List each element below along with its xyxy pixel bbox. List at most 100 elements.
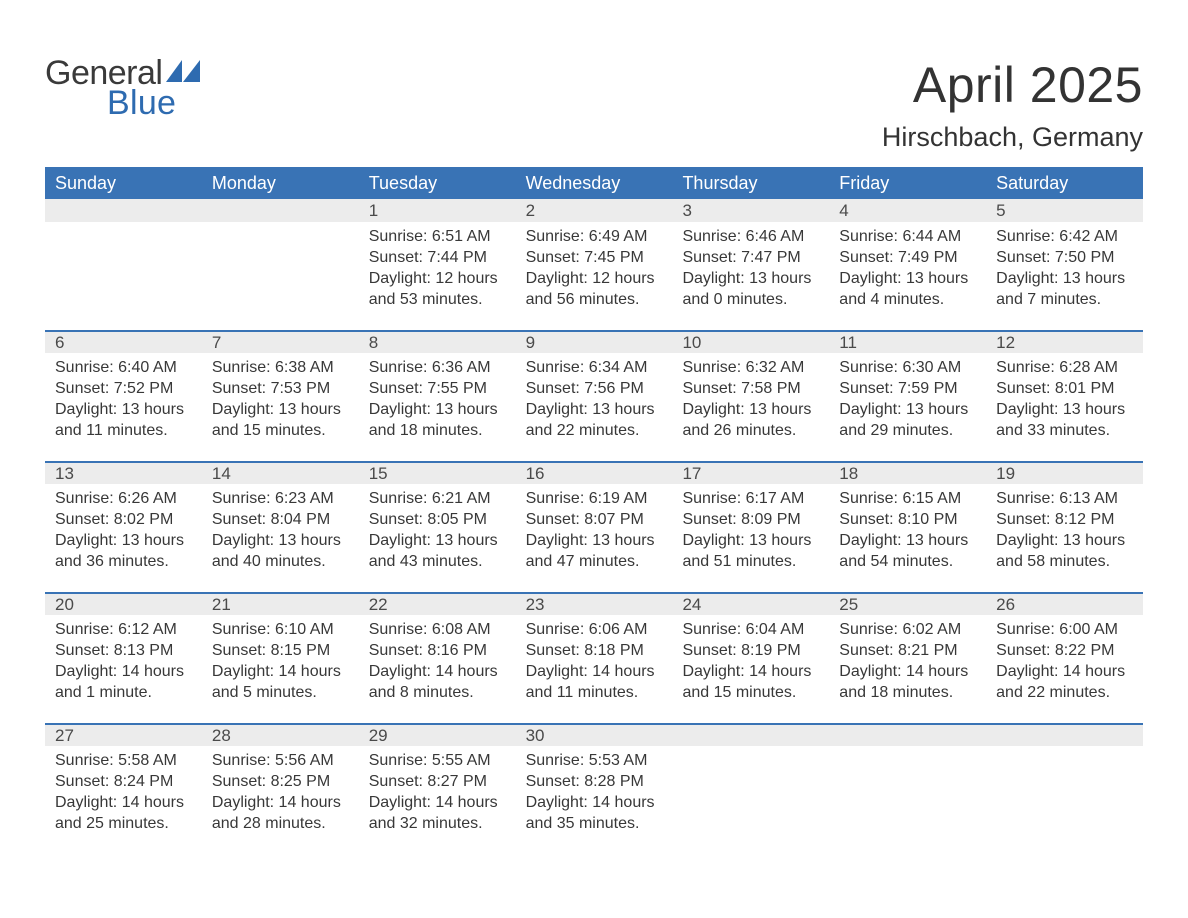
- sunset: Sunset: 7:53 PM: [212, 378, 349, 399]
- sunset: Sunset: 8:22 PM: [996, 640, 1133, 661]
- day-number: 14: [202, 464, 359, 484]
- daylight-line-2: and 1 minute.: [55, 682, 192, 703]
- sunrise: Sunrise: 6:32 AM: [682, 357, 819, 378]
- day-cell: Sunrise: 6:36 AMSunset: 7:55 PMDaylight:…: [359, 353, 516, 461]
- sunset: Sunset: 8:24 PM: [55, 771, 192, 792]
- weekday-monday: Monday: [202, 173, 359, 194]
- day-cell: Sunrise: 6:49 AMSunset: 7:45 PMDaylight:…: [516, 222, 673, 330]
- sunset: Sunset: 8:09 PM: [682, 509, 819, 530]
- daylight-line-1: Daylight: 12 hours: [526, 268, 663, 289]
- day-number: 21: [202, 595, 359, 615]
- daynum-row: 6789101112: [45, 330, 1143, 353]
- daylight-line-1: Daylight: 14 hours: [369, 661, 506, 682]
- week-content-row: Sunrise: 6:40 AMSunset: 7:52 PMDaylight:…: [45, 353, 1143, 461]
- day-number: 7: [202, 333, 359, 353]
- daylight-line-1: Daylight: 13 hours: [212, 530, 349, 551]
- logo: General Blue: [45, 56, 200, 120]
- daylight-line-1: Daylight: 14 hours: [212, 792, 349, 813]
- daylight-line-1: Daylight: 13 hours: [526, 399, 663, 420]
- sunrise: Sunrise: 6:04 AM: [682, 619, 819, 640]
- daynum-row: 12345: [45, 199, 1143, 222]
- daylight-line-1: Daylight: 13 hours: [212, 399, 349, 420]
- day-cell: Sunrise: 5:53 AMSunset: 8:28 PMDaylight:…: [516, 746, 673, 854]
- daylight-line-2: and 15 minutes.: [682, 682, 819, 703]
- daylight-line-2: and 32 minutes.: [369, 813, 506, 834]
- day-number: 6: [45, 333, 202, 353]
- week-content-row: Sunrise: 6:26 AMSunset: 8:02 PMDaylight:…: [45, 484, 1143, 592]
- day-cell: [672, 746, 829, 854]
- day-number: 17: [672, 464, 829, 484]
- day-number: 27: [45, 726, 202, 746]
- day-cell: Sunrise: 6:10 AMSunset: 8:15 PMDaylight:…: [202, 615, 359, 723]
- weekday-saturday: Saturday: [986, 173, 1143, 194]
- sunset: Sunset: 8:19 PM: [682, 640, 819, 661]
- daylight-line-2: and 36 minutes.: [55, 551, 192, 572]
- day-cell: Sunrise: 6:40 AMSunset: 7:52 PMDaylight:…: [45, 353, 202, 461]
- sunrise: Sunrise: 6:12 AM: [55, 619, 192, 640]
- day-number: 1: [359, 201, 516, 221]
- weekday-header-row: SundayMondayTuesdayWednesdayThursdayFrid…: [45, 167, 1143, 199]
- sunrise: Sunrise: 5:56 AM: [212, 750, 349, 771]
- weekday-friday: Friday: [829, 173, 986, 194]
- day-number: 3: [672, 201, 829, 221]
- daylight-line-1: Daylight: 13 hours: [682, 399, 819, 420]
- sunrise: Sunrise: 6:28 AM: [996, 357, 1133, 378]
- sunset: Sunset: 8:25 PM: [212, 771, 349, 792]
- sunset: Sunset: 8:21 PM: [839, 640, 976, 661]
- daylight-line-1: Daylight: 13 hours: [839, 399, 976, 420]
- logo-flag-icon: [166, 60, 200, 84]
- day-number: 15: [359, 464, 516, 484]
- daylight-line-1: Daylight: 14 hours: [55, 661, 192, 682]
- day-cell: Sunrise: 6:32 AMSunset: 7:58 PMDaylight:…: [672, 353, 829, 461]
- daylight-line-1: Daylight: 12 hours: [369, 268, 506, 289]
- day-cell: [986, 746, 1143, 854]
- sunrise: Sunrise: 6:26 AM: [55, 488, 192, 509]
- daylight-line-1: Daylight: 14 hours: [682, 661, 819, 682]
- sunset: Sunset: 8:13 PM: [55, 640, 192, 661]
- sunrise: Sunrise: 6:40 AM: [55, 357, 192, 378]
- day-number: 9: [516, 333, 673, 353]
- sunset: Sunset: 7:44 PM: [369, 247, 506, 268]
- daylight-line-2: and 35 minutes.: [526, 813, 663, 834]
- daylight-line-1: Daylight: 13 hours: [55, 530, 192, 551]
- day-number: 28: [202, 726, 359, 746]
- daylight-line-2: and 33 minutes.: [996, 420, 1133, 441]
- sunset: Sunset: 7:56 PM: [526, 378, 663, 399]
- daylight-line-2: and 29 minutes.: [839, 420, 976, 441]
- daylight-line-2: and 18 minutes.: [839, 682, 976, 703]
- sunrise: Sunrise: 6:15 AM: [839, 488, 976, 509]
- daylight-line-1: Daylight: 14 hours: [526, 661, 663, 682]
- day-cell: Sunrise: 6:08 AMSunset: 8:16 PMDaylight:…: [359, 615, 516, 723]
- sunset: Sunset: 8:18 PM: [526, 640, 663, 661]
- weekday-tuesday: Tuesday: [359, 173, 516, 194]
- day-cell: [829, 746, 986, 854]
- day-number: 20: [45, 595, 202, 615]
- daylight-line-2: and 51 minutes.: [682, 551, 819, 572]
- sunset: Sunset: 7:45 PM: [526, 247, 663, 268]
- sunrise: Sunrise: 6:06 AM: [526, 619, 663, 640]
- daylight-line-2: and 58 minutes.: [996, 551, 1133, 572]
- sunrise: Sunrise: 6:13 AM: [996, 488, 1133, 509]
- day-cell: Sunrise: 6:26 AMSunset: 8:02 PMDaylight:…: [45, 484, 202, 592]
- title-block: April 2025 Hirschbach, Germany: [882, 56, 1143, 153]
- daylight-line-1: Daylight: 13 hours: [839, 530, 976, 551]
- sunrise: Sunrise: 6:46 AM: [682, 226, 819, 247]
- day-number: 26: [986, 595, 1143, 615]
- day-cell: Sunrise: 6:00 AMSunset: 8:22 PMDaylight:…: [986, 615, 1143, 723]
- daylight-line-1: Daylight: 14 hours: [369, 792, 506, 813]
- sunrise: Sunrise: 6:02 AM: [839, 619, 976, 640]
- day-cell: Sunrise: 6:42 AMSunset: 7:50 PMDaylight:…: [986, 222, 1143, 330]
- day-cell: [202, 222, 359, 330]
- daylight-line-1: Daylight: 14 hours: [55, 792, 192, 813]
- daylight-line-2: and 22 minutes.: [996, 682, 1133, 703]
- day-cell: Sunrise: 6:44 AMSunset: 7:49 PMDaylight:…: [829, 222, 986, 330]
- day-number: 11: [829, 333, 986, 353]
- daylight-line-1: Daylight: 13 hours: [996, 530, 1133, 551]
- day-cell: Sunrise: 6:23 AMSunset: 8:04 PMDaylight:…: [202, 484, 359, 592]
- week-content-row: Sunrise: 6:51 AMSunset: 7:44 PMDaylight:…: [45, 222, 1143, 330]
- day-number: 23: [516, 595, 673, 615]
- sunset: Sunset: 8:12 PM: [996, 509, 1133, 530]
- daylight-line-2: and 53 minutes.: [369, 289, 506, 310]
- daylight-line-1: Daylight: 13 hours: [996, 268, 1133, 289]
- sunrise: Sunrise: 6:42 AM: [996, 226, 1133, 247]
